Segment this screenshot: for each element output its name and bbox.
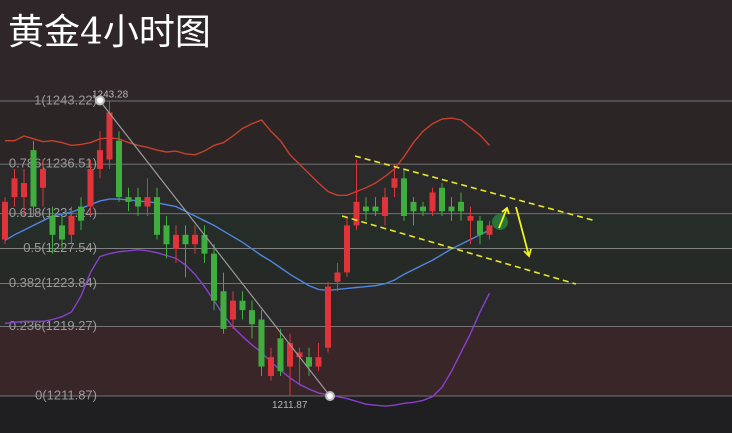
extreme-label: 1211.87: [272, 400, 308, 411]
indicator-line: [5, 117, 491, 196]
fib-band: [0, 283, 732, 327]
forecast-arrows: [498, 206, 532, 258]
candle-body: [477, 220, 483, 235]
candle-body: [106, 112, 113, 160]
candle-body: [173, 234, 179, 249]
arrow-down-head: [523, 248, 532, 258]
candle-body: [363, 206, 369, 212]
candle-body: [448, 206, 455, 212]
annotations: 1243.28 1211.87: [92, 89, 335, 411]
candles: [2, 100, 493, 397]
candle-body: [296, 352, 303, 358]
candle-body: [467, 215, 474, 221]
candle-body: [97, 150, 103, 169]
y-tick-label: 0.786(1236.51): [9, 156, 97, 171]
candle-body: [420, 206, 426, 212]
candle-body: [135, 197, 141, 207]
y-tick-label: 0.382(1223.84): [9, 275, 97, 290]
candle-body: [154, 197, 160, 235]
y-tick-label: 1(1243.22): [34, 92, 97, 107]
candle-body: [163, 225, 170, 245]
arrow-up: [498, 207, 508, 229]
candle-body: [353, 201, 360, 226]
candle-body: [68, 215, 75, 235]
candle-body: [220, 291, 227, 329]
candle-body: [268, 357, 274, 376]
candle-body: [211, 253, 217, 301]
candle-body: [439, 187, 445, 212]
candle-body: [486, 225, 493, 235]
candle-body: [182, 234, 189, 245]
fib-band: [0, 326, 732, 397]
candle-body: [410, 201, 417, 212]
candle-body: [144, 197, 151, 207]
arrow-up-head: [501, 206, 510, 215]
fib-anchor-line: [99, 100, 331, 397]
chart-title: 黄金4小时图: [8, 12, 211, 53]
candle-body: [334, 272, 341, 282]
candle-body: [87, 168, 94, 207]
candle-body: [258, 319, 265, 367]
candle-body: [401, 178, 407, 216]
y-tick-label: 0(1211.87): [35, 387, 97, 402]
candle-body: [192, 234, 198, 245]
indicator-line: [4, 249, 491, 407]
candle-body: [344, 225, 350, 273]
candle-body: [325, 286, 331, 348]
extreme-label: 1243.28: [92, 89, 129, 100]
candle-body: [391, 178, 398, 188]
candle-body: [59, 225, 65, 240]
candle-body: [277, 338, 284, 372]
channel-upper: [354, 155, 597, 222]
candle-body: [116, 140, 122, 198]
fib-band: [0, 248, 732, 284]
candle-body: [2, 201, 8, 240]
candle-body: [21, 183, 27, 198]
candle-body: [287, 343, 293, 367]
candle-body: [382, 197, 388, 216]
candle-body: [429, 192, 436, 212]
candle-body: [315, 357, 322, 367]
extreme-point: [325, 391, 335, 402]
arrow-down: [515, 206, 530, 257]
candle-body: [230, 300, 236, 320]
current-glow: [492, 214, 508, 230]
candle-body: [458, 201, 464, 212]
indicator-lines: [4, 117, 491, 407]
candle-body: [40, 168, 46, 188]
candle-body: [239, 300, 246, 311]
candle-body: [306, 357, 312, 367]
indicator-line: [4, 198, 490, 292]
candle-body: [78, 206, 84, 221]
band-top: [0, 0, 732, 101]
candle-body: [249, 310, 255, 325]
candle-body: [49, 215, 56, 235]
extreme-point: [95, 95, 105, 106]
candle-body: [11, 178, 18, 198]
candle-body: [30, 150, 37, 207]
candle-body: [125, 197, 132, 202]
candle-body: [372, 206, 379, 212]
candle-body: [201, 234, 208, 254]
channel-lower: [341, 215, 577, 285]
y-tick-label: 0.5(1227.54): [23, 240, 97, 255]
band-bottom: [0, 396, 732, 433]
